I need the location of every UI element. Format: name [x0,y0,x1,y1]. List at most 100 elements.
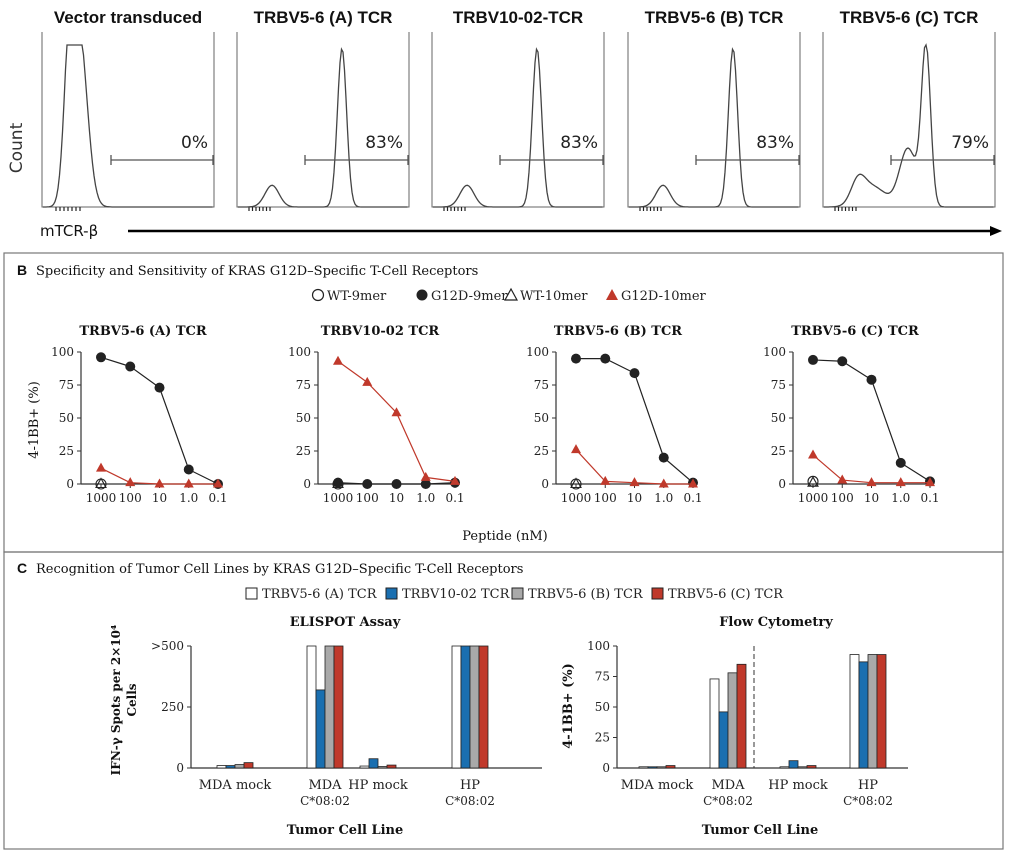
point-g12d-10mer [658,478,669,488]
gate-percent: 83% [756,133,794,153]
histogram-5: TRBV5-6 (C) TCR 79% [822,8,996,211]
legend-marker-g12d10 [606,289,618,300]
point-g12d-10mer [450,475,460,485]
panel-b-ylabel: 4-1BB+ (%) [27,381,42,459]
panel-b-letter: B [17,262,27,278]
bar [849,654,860,769]
bar [858,661,869,769]
point-wt-10mer [807,476,819,487]
y-tick-label: 75 [534,378,549,392]
bar [386,764,397,769]
point-g12d-10mer [808,449,818,459]
bar [243,762,254,769]
y-tick-label: 0 [303,477,311,491]
bar [460,645,471,769]
category-sublabel: C*08:02 [703,794,753,808]
point-g12d-9mer [420,479,431,489]
bar [478,645,489,769]
histogram-1: Vector transduced 0% [41,8,215,211]
point-g12d-10mer [837,474,848,484]
histogram-title: TRBV10-02-TCR [453,8,583,27]
category-label: MDA [711,778,745,793]
line-chart-title: TRBV5-6 (C) TCR [791,324,919,339]
legend-swatch [385,587,398,600]
legend-label: TRBV10-02 TCR [402,587,511,602]
point-g12d-10mer [362,376,373,386]
x-tick-label: 10 [627,491,642,505]
point-g12d-9mer [154,382,165,393]
y-tick-label: 50 [296,411,311,425]
legend-label: G12D-10mer [621,289,707,304]
panel-c-letter: C [17,560,27,576]
histogram-frame [41,32,215,208]
bar [709,678,720,769]
category-sublabel: C*08:02 [300,794,350,808]
point-g12d-10mer [420,471,431,481]
x-tick-label: 10 [864,491,879,505]
point-g12d-10mer [125,477,136,487]
histogram-frame [627,32,801,208]
point-g12d-9mer [629,368,640,379]
point-g12d-10mer [154,478,165,488]
point-g12d-9mer [837,356,848,367]
category-label: MDA [308,778,342,793]
x-tick-label: 1000 [798,491,829,505]
bar [306,645,317,769]
y-tick-label: 25 [296,444,311,458]
point-g12d-10mer [688,478,698,488]
y-tick-label: 50 [59,411,74,425]
panel-a-xlabel: mTCR-β [40,222,98,240]
histogram-4: TRBV5-6 (B) TCR 83% [627,8,801,211]
legend-label: TRBV5-6 (B) TCR [528,587,644,602]
x-tick-label: 10 [152,491,167,505]
category-label: MDA mock [621,778,694,793]
y-tick-label: 100 [526,345,549,359]
histogram-title: Vector transduced [54,8,202,27]
y-tick-label: 100 [51,345,74,359]
point-g12d-10mer [600,475,611,485]
y-tick-label: 100 [587,639,610,653]
y-tick-label: 0 [602,761,610,775]
category-label: HP mock [768,778,828,793]
gate-percent: 79% [951,133,989,153]
x-tick-label: 100 [119,491,142,505]
x-tick-label: 1.0 [416,491,435,505]
point-wt-10mer [332,477,344,489]
x-tick-label: 1.0 [654,491,673,505]
x-tick-label: 1000 [86,491,117,505]
flow-ylabel: 4-1BB+ (%) [561,663,576,749]
panel-a-ylabel: Count [7,122,27,173]
bar [727,672,738,769]
point-g12d-10mer [391,407,402,417]
line-chart-title: TRBV5-6 (B) TCR [554,324,682,339]
bar [225,765,236,769]
y-tick-label: 25 [59,444,74,458]
elispot-xlabel: Tumor Cell Line [287,823,404,838]
bar [216,765,227,769]
legend-label: TRBV5-6 (C) TCR [668,587,784,602]
category-label: HP [460,778,480,793]
histogram-3: TRBV10-02-TCR 83% [431,8,605,211]
point-g12d-9mer [362,479,373,489]
y-tick-label: 50 [771,411,786,425]
point-g12d-10mer [183,478,194,488]
histogram-curve [43,44,213,208]
y-tick-label: 100 [288,345,311,359]
point-g12d-9mer [571,353,581,364]
point-g12d-10mer [213,478,223,488]
panel-b-xlabel: Peptide (nM) [462,529,548,544]
y-tick-label: 25 [534,444,549,458]
point-g12d-9mer [895,457,906,468]
x-tick-label: 1.0 [179,491,198,505]
bar [718,711,729,769]
histogram-curve [238,47,408,208]
category-sublabel: C*08:02 [843,794,893,808]
point-g12d-9mer [866,374,877,385]
y-tick-label: 25 [771,444,786,458]
point-g12d-9mer [125,361,136,372]
